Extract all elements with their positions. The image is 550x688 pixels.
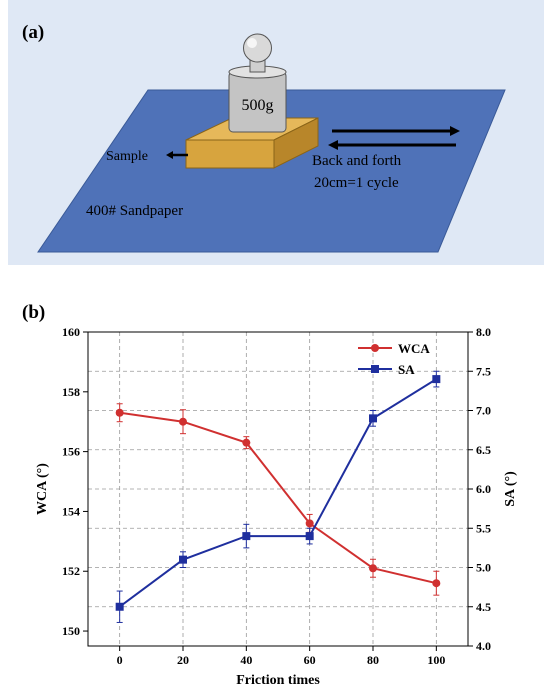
sample-label: Sample: [106, 149, 148, 164]
weight-knob-highlight: [247, 38, 257, 48]
y-tick-label-right: 8.0: [476, 325, 491, 339]
x-tick-label: 0: [117, 653, 123, 667]
x-tick-label: 20: [177, 653, 189, 667]
y-tick-label-left: 154: [62, 504, 80, 518]
friction-chart: (b) 0 20 40 60 80 100 150 152 154 156 158 160 4.0 4.5…: [22, 302, 518, 688]
data-point-sa: [242, 532, 251, 541]
y-tick-label-right: 4.0: [476, 639, 491, 653]
x-tick-label: 100: [427, 653, 445, 667]
y-tick-label-right: 6.5: [476, 443, 491, 457]
data-point-wca: [369, 564, 377, 573]
data-point-wca: [179, 417, 187, 426]
data-point-wca: [115, 408, 124, 417]
y-axis-title-right: SA (°): [503, 471, 518, 507]
x-tick-label: 40: [240, 653, 252, 667]
weight-knob: [243, 33, 272, 63]
x-axis-title: Friction times: [236, 673, 320, 688]
series-line-sa: [119, 378, 437, 608]
legend-label-wca: WCA: [398, 341, 430, 356]
legend-marker-wca: [371, 344, 379, 352]
y-tick-label-left: 160: [62, 325, 80, 339]
y-axis-title-left: WCA (°): [35, 463, 50, 515]
legend-marker-sa: [371, 365, 379, 373]
y-tick-label-right: 4.5: [476, 600, 491, 614]
series-line-wca: [119, 411, 437, 585]
motion-label-2: 20cm=1 cycle: [314, 175, 399, 191]
back-arrow-head: [328, 140, 338, 150]
panel-b-label: (b): [22, 302, 45, 323]
data-point-sa: [369, 414, 377, 423]
y-tick-label-left: 150: [62, 624, 80, 638]
y-tick-label-right: 7.5: [476, 364, 491, 378]
y-tick-label-left: 158: [62, 385, 80, 399]
data-point-sa: [115, 602, 124, 611]
y-tick-label-right: 5.0: [476, 561, 491, 575]
y-tick-label-right: 6.0: [476, 482, 491, 496]
x-tick-label: 80: [367, 653, 379, 667]
data-point-sa: [179, 555, 187, 564]
x-tick-label: 60: [304, 653, 316, 667]
panel-a-label: (a): [22, 22, 44, 43]
data-point-sa: [432, 375, 441, 384]
y-tick-label-right: 7.0: [476, 404, 491, 418]
data-point-sa: [305, 532, 314, 541]
weight-label: 500g: [242, 97, 274, 114]
forth-arrow-head: [450, 126, 460, 136]
y-tick-label-left: 156: [62, 445, 80, 459]
data-point-wca: [305, 519, 314, 528]
sample-block-front: [185, 139, 275, 169]
y-tick-label-left: 152: [62, 564, 80, 578]
abrasion-schematic: (a) 500g Sample Back and forth 20cm=1 cy…: [8, 0, 544, 265]
legend-label-sa: SA: [398, 362, 415, 377]
sandpaper-label: 400# Sandpaper: [86, 203, 183, 219]
data-point-wca: [432, 579, 441, 588]
data-point-wca: [242, 438, 251, 447]
sample-arrow-head: [166, 151, 173, 159]
motion-label-1: Back and forth: [312, 153, 402, 169]
y-tick-label-right: 5.5: [476, 521, 491, 535]
